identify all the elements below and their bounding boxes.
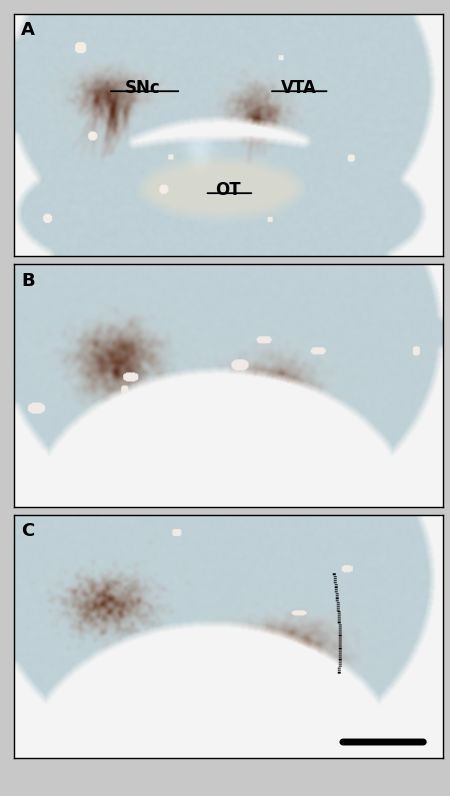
Text: VTA: VTA [281, 79, 317, 97]
Text: SNc: SNc [125, 79, 160, 97]
Text: C: C [21, 522, 35, 540]
Text: A: A [21, 21, 35, 39]
Text: OT: OT [216, 181, 241, 199]
Text: B: B [21, 271, 35, 290]
